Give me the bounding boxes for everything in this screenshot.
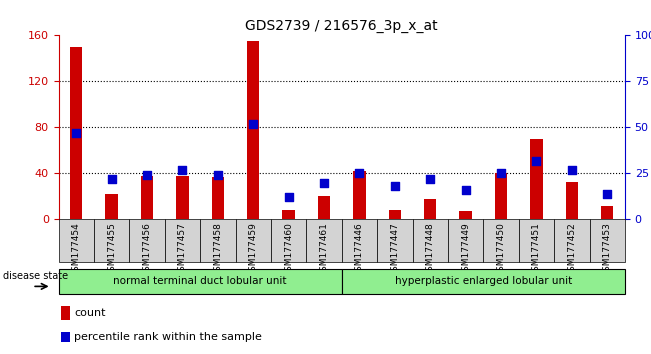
Bar: [105, 194, 118, 219]
Bar: [212, 177, 224, 219]
Text: count: count: [74, 308, 105, 318]
Text: GSM177457: GSM177457: [178, 222, 187, 277]
Text: GSM177447: GSM177447: [391, 222, 399, 277]
Bar: [61, 332, 70, 342]
Text: GSM177453: GSM177453: [603, 222, 612, 277]
Text: GSM177461: GSM177461: [320, 222, 329, 277]
Point: [283, 195, 294, 200]
Point: [354, 171, 365, 176]
Bar: [377, 219, 413, 262]
Point: [602, 191, 613, 196]
Text: GSM177456: GSM177456: [143, 222, 152, 277]
Bar: [389, 210, 401, 219]
Text: hyperplastic enlarged lobular unit: hyperplastic enlarged lobular unit: [395, 276, 572, 286]
Bar: [495, 173, 507, 219]
Bar: [200, 219, 236, 262]
Bar: [94, 219, 130, 262]
Point: [496, 171, 506, 176]
Bar: [59, 219, 94, 262]
Point: [248, 121, 258, 127]
Bar: [519, 219, 554, 262]
Bar: [247, 41, 260, 219]
Text: GSM177446: GSM177446: [355, 222, 364, 277]
Bar: [307, 219, 342, 262]
Text: GSM177452: GSM177452: [568, 222, 576, 277]
Point: [177, 167, 187, 173]
Bar: [61, 306, 70, 320]
Bar: [448, 219, 483, 262]
Bar: [342, 269, 625, 294]
Text: percentile rank within the sample: percentile rank within the sample: [74, 332, 262, 342]
Point: [531, 158, 542, 164]
Bar: [424, 199, 436, 219]
Bar: [283, 210, 295, 219]
Bar: [70, 47, 83, 219]
Bar: [590, 219, 625, 262]
Title: GDS2739 / 216576_3p_x_at: GDS2739 / 216576_3p_x_at: [245, 19, 438, 33]
Bar: [318, 196, 330, 219]
Bar: [141, 176, 153, 219]
Bar: [130, 219, 165, 262]
Bar: [601, 206, 613, 219]
Text: GSM177459: GSM177459: [249, 222, 258, 277]
Text: GSM177448: GSM177448: [426, 222, 435, 277]
Text: normal terminal duct lobular unit: normal terminal duct lobular unit: [113, 276, 287, 286]
Text: GSM177450: GSM177450: [497, 222, 506, 277]
Bar: [483, 219, 519, 262]
Bar: [342, 219, 377, 262]
Text: GSM177455: GSM177455: [107, 222, 116, 277]
Text: GSM177458: GSM177458: [214, 222, 223, 277]
Text: GSM177454: GSM177454: [72, 222, 81, 277]
Point: [213, 172, 223, 178]
Bar: [460, 211, 472, 219]
Point: [425, 176, 436, 182]
Bar: [59, 269, 342, 294]
Point: [460, 187, 471, 193]
Point: [390, 183, 400, 189]
Point: [107, 176, 117, 182]
Point: [319, 180, 329, 185]
Bar: [413, 219, 448, 262]
Point: [142, 172, 152, 178]
Bar: [566, 182, 578, 219]
Bar: [531, 139, 543, 219]
Text: GSM177449: GSM177449: [461, 222, 470, 277]
Bar: [271, 219, 307, 262]
Text: GSM177460: GSM177460: [284, 222, 293, 277]
Bar: [353, 171, 366, 219]
Bar: [554, 219, 590, 262]
Bar: [236, 219, 271, 262]
Text: GSM177451: GSM177451: [532, 222, 541, 277]
Bar: [165, 219, 200, 262]
Bar: [176, 176, 189, 219]
Point: [71, 130, 81, 136]
Text: disease state: disease state: [3, 271, 68, 281]
Point: [566, 167, 577, 173]
